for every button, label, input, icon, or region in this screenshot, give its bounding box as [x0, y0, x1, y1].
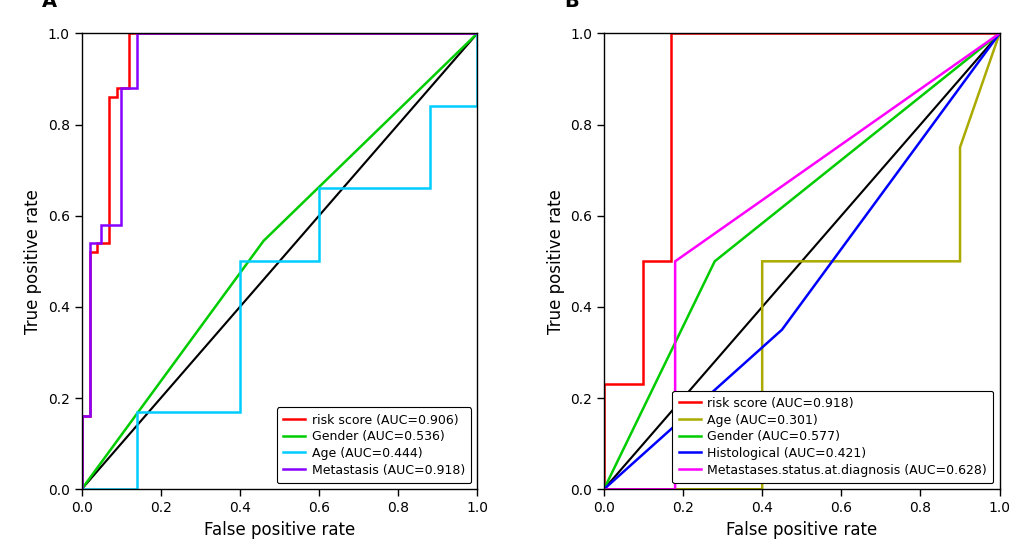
Legend: risk score (AUC=0.906), Gender (AUC=0.536), Age (AUC=0.444), Metastasis (AUC=0.9: risk score (AUC=0.906), Gender (AUC=0.53… [276, 408, 471, 483]
Y-axis label: True positive rate: True positive rate [546, 189, 564, 334]
X-axis label: False positive rate: False positive rate [726, 520, 876, 539]
X-axis label: False positive rate: False positive rate [204, 520, 355, 539]
Text: B: B [564, 0, 579, 11]
Y-axis label: True positive rate: True positive rate [24, 189, 42, 334]
Legend: risk score (AUC=0.918), Age (AUC=0.301), Gender (AUC=0.577), Histological (AUC=0: risk score (AUC=0.918), Age (AUC=0.301),… [672, 390, 993, 483]
Text: A: A [42, 0, 57, 11]
